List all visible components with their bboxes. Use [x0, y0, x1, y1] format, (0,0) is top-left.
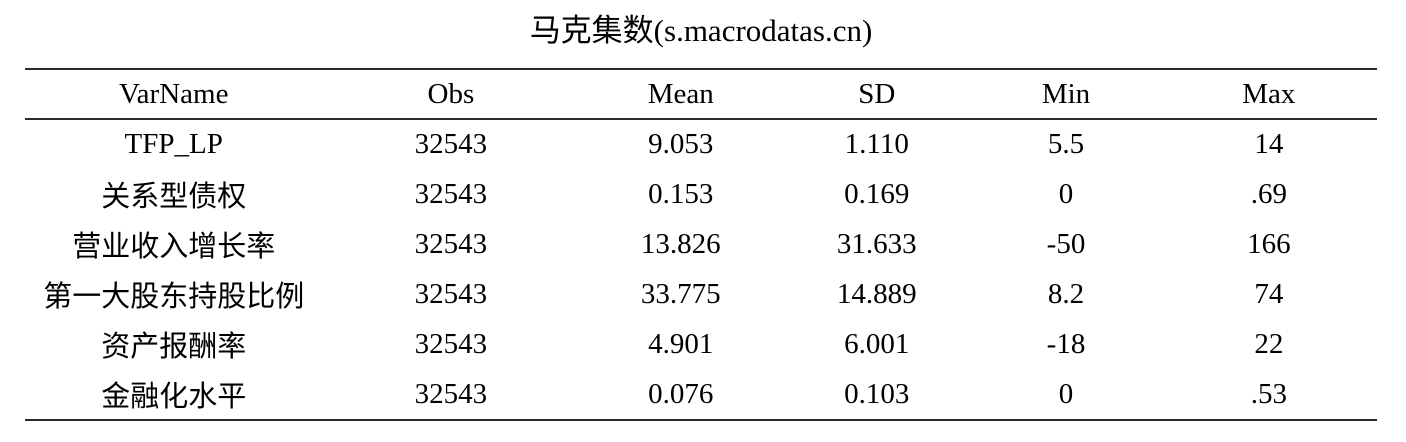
- cell-varname: 第一大股东持股比例: [43, 281, 305, 313]
- table-row: 营业收入增长率 32543 13.826 31.633 -50 166: [25, 219, 1377, 269]
- cell-obs: 32543: [414, 277, 488, 310]
- cell-max: 22: [1254, 327, 1284, 360]
- column-header-sd: SD: [782, 70, 972, 120]
- bottom-rule: [25, 419, 1377, 421]
- table-row: 资产报酬率 32543 4.901 6.001 -18 22: [25, 319, 1377, 369]
- cell-sd: 1.110: [844, 128, 909, 160]
- column-header-min: Min: [971, 70, 1161, 120]
- table-title: 马克集数(s.macrodatas.cn): [529, 13, 873, 48]
- cell-sd: 14.889: [836, 277, 917, 310]
- cell-min: 0: [1058, 377, 1074, 410]
- column-header-varname: VarName: [25, 70, 323, 120]
- cell-obs: 32543: [414, 227, 488, 260]
- cell-mean: 33.775: [640, 277, 721, 310]
- table-header: VarName Obs Mean SD Min Max: [25, 70, 1377, 120]
- cell-mean: 13.826: [640, 227, 721, 260]
- cell-varname: 金融化水平: [101, 381, 247, 413]
- cell-obs: 32543: [414, 177, 488, 210]
- column-header-obs: Obs: [322, 70, 580, 120]
- cell-mean: 9.053: [648, 128, 714, 160]
- cell-obs: 32543: [414, 128, 488, 160]
- cell-max: .69: [1250, 177, 1287, 210]
- statistics-table: VarName Obs Mean SD Min Max TFP_LP 32543…: [25, 70, 1377, 419]
- header-row: VarName Obs Mean SD Min Max: [25, 70, 1377, 120]
- cell-mean: 0.153: [648, 177, 714, 210]
- cell-min: -50: [1046, 227, 1086, 260]
- cell-sd: 0.103: [844, 377, 910, 410]
- cell-mean: 4.901: [648, 327, 714, 360]
- table-row: TFP_LP 32543 9.053 1.110 5.5 14: [25, 119, 1377, 169]
- cell-max: .53: [1250, 377, 1287, 410]
- table-row: 第一大股东持股比例 32543 33.775 14.889 8.2 74: [25, 269, 1377, 319]
- cell-varname: 资产报酬率: [101, 331, 247, 363]
- cell-sd: 6.001: [844, 327, 910, 360]
- cell-obs: 32543: [414, 327, 488, 360]
- cell-min: -18: [1046, 327, 1086, 360]
- summary-statistics-table: 马克集数(s.macrodatas.cn) VarName Obs Mean S…: [25, 0, 1377, 421]
- column-header-max: Max: [1160, 70, 1377, 120]
- cell-min: 0: [1058, 177, 1074, 210]
- cell-min: 8.2: [1047, 277, 1085, 310]
- table-row: 关系型债权 32543 0.153 0.169 0 .69: [25, 169, 1377, 219]
- cell-max: 166: [1247, 227, 1291, 260]
- cell-max: 74: [1254, 277, 1284, 310]
- cell-varname: 关系型债权: [101, 181, 247, 213]
- table-row: 金融化水平 32543 0.076 0.103 0 .53: [25, 369, 1377, 419]
- top-rule: [25, 68, 1377, 70]
- cell-obs: 32543: [414, 377, 488, 410]
- cell-sd: 31.633: [836, 227, 917, 260]
- column-header-mean: Mean: [579, 70, 783, 120]
- cell-varname: TFP_LP: [124, 128, 223, 160]
- cell-max: 14: [1254, 128, 1284, 160]
- cell-min: 5.5: [1047, 128, 1085, 160]
- table-body: TFP_LP 32543 9.053 1.110 5.5 14 关系型债权 32…: [25, 119, 1377, 419]
- cell-varname: 营业收入增长率: [72, 231, 276, 263]
- cell-sd: 0.169: [844, 177, 910, 210]
- cell-mean: 0.076: [648, 377, 714, 410]
